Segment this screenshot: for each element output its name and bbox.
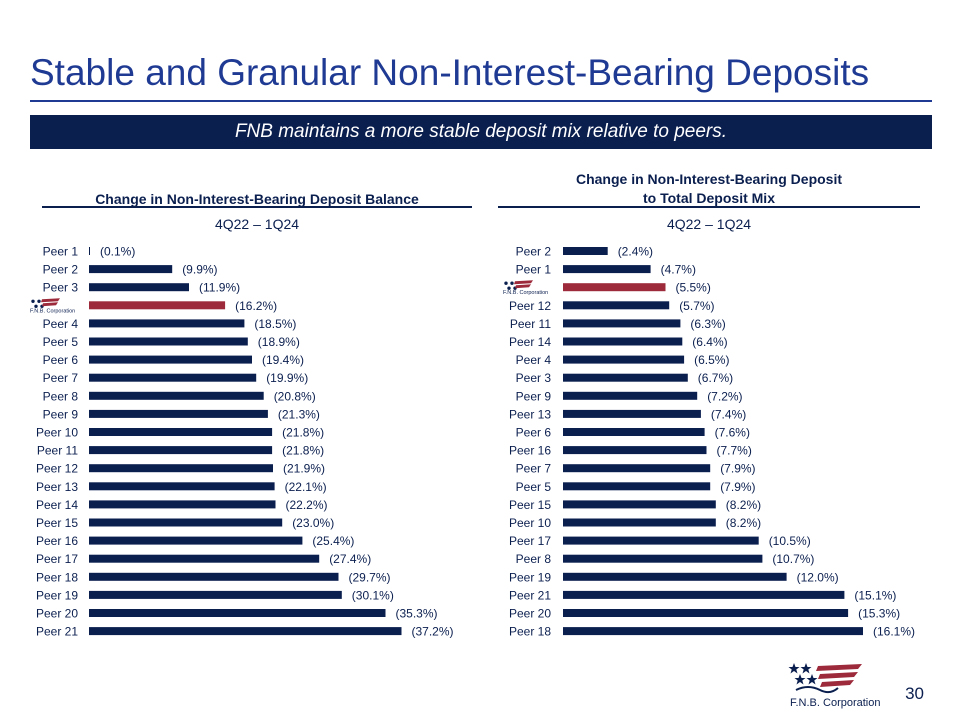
bar-0-1: [89, 265, 173, 274]
value-label-0-11: (21.8%): [282, 444, 324, 458]
category-label-0-8: Peer 8: [43, 389, 79, 403]
value-label-0-13: (22.1%): [285, 480, 327, 494]
value-label-0-4: (18.5%): [254, 317, 296, 331]
value-label-0-20: (35.3%): [396, 607, 438, 621]
right-chart-title-line1: Change in Non-Interest-Bearing Deposit: [575, 171, 843, 187]
bar-0-12: [89, 464, 273, 473]
bar-0-21: [89, 627, 402, 636]
fnb-logo: F.N.B. Corporation: [788, 663, 880, 709]
category-label-0-11: Peer 11: [37, 444, 78, 458]
key-message-banner: FNB maintains a more stable deposit mix …: [30, 115, 932, 149]
left-chart-panel: Change in Non-Interest-Bearing Deposit B…: [42, 162, 472, 642]
bar-0-8: [89, 391, 264, 400]
footer-logo-text: F.N.B. Corporation: [790, 697, 880, 709]
left-chart-rule: [42, 206, 472, 208]
bar-0-16: [89, 536, 303, 545]
bar-0-2: [89, 283, 189, 292]
category-label-0-6: Peer 6: [43, 353, 79, 367]
left-chart-title: Change in Non-Interest-Bearing Deposit B…: [95, 191, 419, 207]
category-label-0-0: Peer 1: [43, 245, 79, 259]
bar-0-15: [89, 518, 283, 527]
value-label-0-6: (19.4%): [262, 353, 304, 367]
bar-0-0: [89, 247, 90, 255]
fnb-mini-logo-0: F.N.B. Corporation: [30, 298, 75, 314]
bar-0-4: [89, 319, 245, 328]
category-label-0-9: Peer 9: [43, 407, 79, 421]
mini-logo-star: [31, 299, 35, 303]
right-chart-title-line2: to Total Deposit Mix: [643, 190, 775, 206]
bar-0-7: [89, 373, 257, 382]
bar-0-19: [89, 590, 342, 599]
value-label-0-2: (11.9%): [199, 281, 240, 295]
value-label-0-0: (0.1%): [100, 245, 135, 259]
right-chart-panel: Change in Non-Interest-Bearing Deposit t…: [498, 162, 920, 642]
category-label-0-14: Peer 14: [36, 498, 78, 512]
value-label-0-17: (27.4%): [329, 552, 371, 566]
category-label-0-21: Peer 21: [36, 625, 78, 639]
mini-logo-stripes: [41, 298, 60, 307]
value-label-0-3: (16.2%): [235, 299, 277, 313]
value-label-0-9: (21.3%): [278, 407, 320, 421]
category-label-0-19: Peer 19: [36, 588, 78, 602]
category-label-0-16: Peer 16: [36, 534, 78, 548]
mini-logo-star: [34, 304, 38, 308]
category-label-0-4: Peer 4: [43, 317, 79, 331]
value-label-0-21: (37.2%): [412, 625, 454, 639]
bar-0-20: [89, 609, 386, 617]
bar-0-13: [89, 482, 275, 491]
bar-0-9: [89, 409, 268, 418]
right-chart-rule: [498, 206, 920, 208]
page-number: 30: [905, 684, 924, 703]
category-label-0-2: Peer 3: [43, 281, 79, 295]
bar-0-17: [89, 554, 320, 563]
value-label-0-12: (21.9%): [283, 462, 325, 476]
bar-0-11: [89, 446, 273, 455]
category-label-0-1: Peer 2: [43, 263, 79, 277]
value-label-0-15: (23.0%): [292, 516, 334, 530]
value-label-0-8: (20.8%): [274, 389, 316, 403]
bar-0-6: [89, 355, 252, 364]
right-chart-period: 4Q22 – 1Q24: [666, 216, 752, 232]
value-label-0-19: (30.1%): [352, 588, 394, 602]
mini-logo-star: [37, 299, 41, 303]
category-label-0-20: Peer 20: [36, 607, 78, 621]
bar-0-3: [89, 301, 226, 310]
category-label-0-5: Peer 5: [43, 335, 79, 349]
value-label-0-5: (18.9%): [258, 335, 300, 349]
value-label-0-14: (22.2%): [286, 498, 328, 512]
bar-0-5: [89, 337, 248, 346]
category-label-0-7: Peer 7: [43, 371, 79, 385]
category-label-0-15: Peer 15: [36, 516, 78, 530]
bar-0-18: [89, 572, 339, 581]
mini-logo-text: F.N.B. Corporation: [30, 308, 75, 314]
value-label-0-7: (19.9%): [266, 371, 308, 385]
category-label-0-10: Peer 10: [36, 426, 78, 440]
value-label-0-10: (21.8%): [282, 426, 324, 440]
value-label-0-1: (9.9%): [182, 263, 217, 277]
left-chart-period: 4Q22 – 1Q24: [214, 216, 300, 232]
value-label-0-18: (29.7%): [349, 570, 391, 584]
category-label-0-17: Peer 17: [36, 552, 78, 566]
title-underline: [30, 100, 932, 102]
bar-0-14: [89, 500, 276, 509]
category-label-0-13: Peer 13: [36, 480, 78, 494]
slide-title: Stable and Granular Non-Interest-Bearing…: [30, 52, 870, 93]
value-label-0-16: (25.4%): [312, 534, 354, 548]
category-label-0-12: Peer 12: [36, 462, 78, 476]
category-label-0-18: Peer 18: [36, 570, 78, 584]
bar-0-10: [89, 428, 273, 436]
